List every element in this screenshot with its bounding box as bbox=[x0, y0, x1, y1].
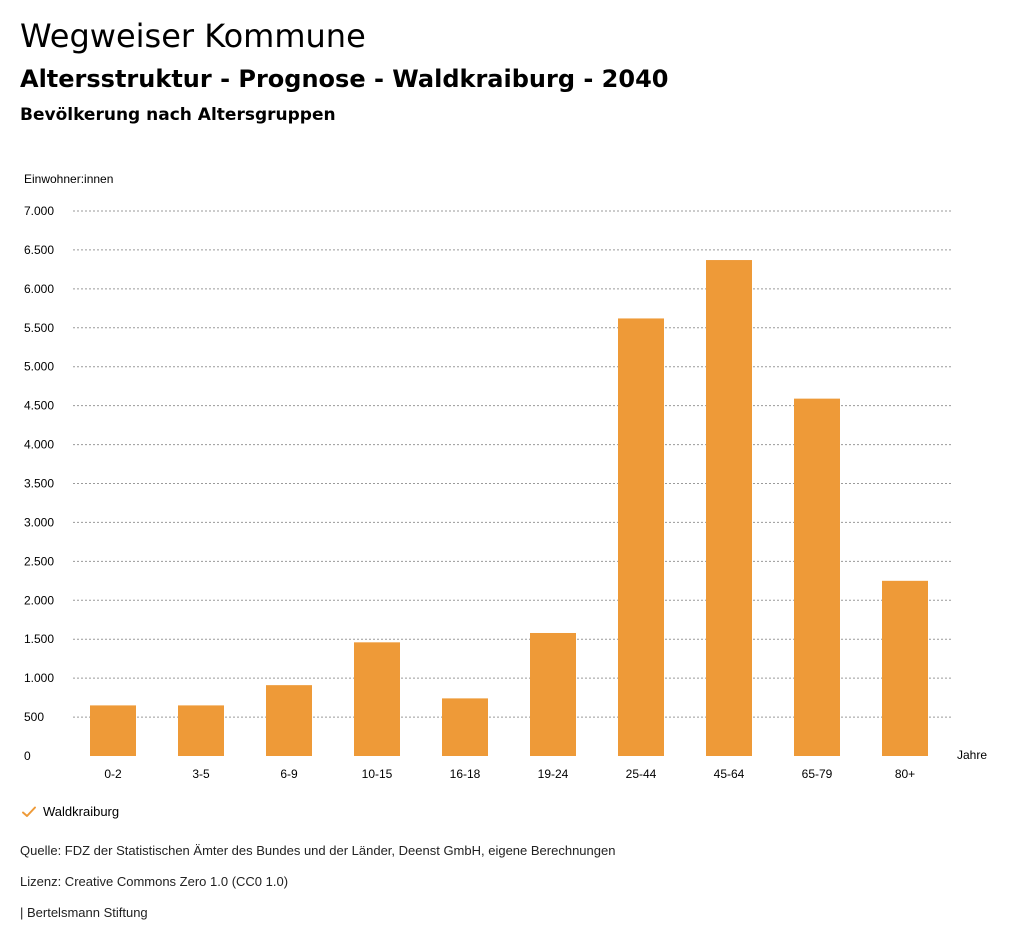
x-axis-title: Jahre bbox=[957, 748, 987, 762]
y-tick-label: 0 bbox=[24, 749, 31, 763]
license-note: Lizenz: Creative Commons Zero 1.0 (CC0 1… bbox=[20, 874, 289, 889]
bar bbox=[882, 580, 928, 756]
y-axis-title: Einwohner:innen bbox=[24, 172, 113, 186]
y-tick-label: 500 bbox=[24, 710, 44, 724]
y-tick-label: 2.000 bbox=[24, 593, 54, 607]
chart-subtitle: Altersstruktur - Prognose - Waldkraiburg… bbox=[20, 65, 669, 93]
legend[interactable]: Waldkraiburg bbox=[20, 802, 119, 822]
y-tick-label: 5.500 bbox=[24, 321, 54, 335]
bar bbox=[794, 398, 840, 756]
check-icon bbox=[22, 806, 36, 817]
bar bbox=[706, 260, 752, 756]
x-tick-label: 80+ bbox=[895, 767, 915, 781]
y-tick-label: 6.000 bbox=[24, 282, 54, 296]
bar bbox=[266, 685, 312, 756]
x-tick-label: 65-79 bbox=[802, 767, 833, 781]
x-tick-label: 6-9 bbox=[280, 767, 298, 781]
source-note: Quelle: FDZ der Statistischen Ämter des … bbox=[20, 843, 616, 858]
x-tick-label: 3-5 bbox=[192, 767, 210, 781]
y-tick-label: 4.000 bbox=[24, 438, 54, 452]
legend-item-label: Waldkraiburg bbox=[43, 804, 120, 819]
y-tick-label: 3.500 bbox=[24, 477, 54, 491]
y-tick-label: 7.000 bbox=[24, 204, 54, 218]
bar bbox=[178, 705, 224, 756]
x-tick-label: 16-18 bbox=[450, 767, 481, 781]
y-tick-label: 5.000 bbox=[24, 360, 54, 374]
y-tick-label: 1.500 bbox=[24, 632, 54, 646]
bar bbox=[530, 632, 576, 756]
x-tick-label: 10-15 bbox=[362, 767, 393, 781]
axis-labels: Einwohner:innen 0 500 1.000 1.500 2.000 2.500 3… bbox=[24, 172, 987, 781]
x-tick-label: 0-2 bbox=[104, 767, 122, 781]
bar bbox=[618, 318, 664, 756]
y-tick-label: 1.000 bbox=[24, 671, 54, 685]
y-tick-label: 3.000 bbox=[24, 515, 54, 529]
bar-chart: Einwohner:innen 0 500 1.000 1.500 2.000 2.500 3… bbox=[24, 172, 987, 781]
page-title: Wegweiser Kommune bbox=[20, 17, 366, 55]
bar bbox=[442, 698, 488, 756]
x-tick-label: 45-64 bbox=[714, 767, 745, 781]
credit-note: | Bertelsmann Stiftung bbox=[20, 905, 148, 920]
y-tick-label: 4.500 bbox=[24, 399, 54, 413]
x-tick-label: 25-44 bbox=[626, 767, 657, 781]
x-tick-label: 19-24 bbox=[538, 767, 569, 781]
bar bbox=[354, 642, 400, 756]
bar bbox=[90, 705, 136, 756]
y-tick-label: 2.500 bbox=[24, 554, 54, 568]
bars bbox=[90, 260, 928, 756]
chart-heading: Bevölkerung nach Altersgruppen bbox=[20, 105, 336, 125]
y-tick-label: 6.500 bbox=[24, 243, 54, 257]
